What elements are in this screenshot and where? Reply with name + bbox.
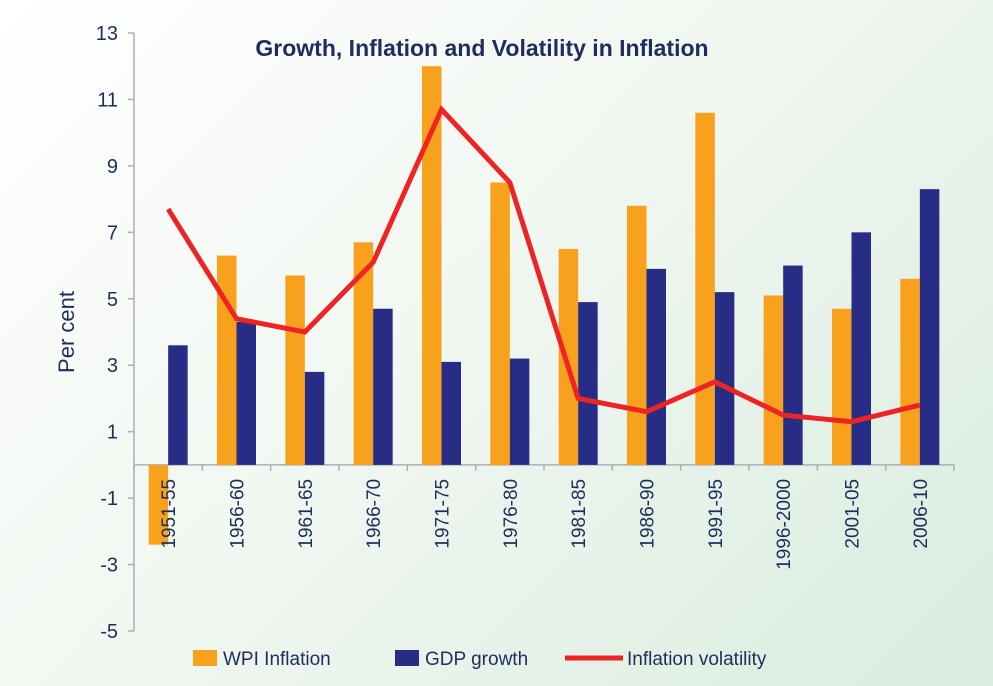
wpi-inflation-bar	[627, 205, 647, 465]
wpi-inflation-bar	[422, 66, 442, 465]
legend-label: GDP growth	[425, 649, 528, 670]
y-tick-label: -5	[100, 621, 118, 643]
y-tick-label: 9	[107, 156, 118, 178]
gdp-growth-bar	[578, 302, 598, 465]
wpi-inflation-bar	[490, 182, 510, 465]
gdp-growth-bar	[646, 268, 666, 465]
y-tick-label: 5	[107, 289, 118, 311]
gdp-growth-bar	[441, 361, 461, 465]
chart-title: Growth, Inflation and Volatility in Infl…	[255, 35, 708, 61]
y-tick-label: 13	[96, 23, 118, 45]
y-tick-label: 3	[107, 355, 118, 377]
gdp-growth-bar	[373, 308, 393, 465]
legend-swatch	[395, 650, 419, 666]
y-tick-label: 11	[97, 89, 118, 111]
x-tick-label: 2001-05	[843, 479, 864, 549]
x-tick-label: 1981-85	[569, 479, 590, 549]
y-tick-label: -1	[100, 488, 118, 510]
x-tick-label: 1986-90	[638, 479, 659, 549]
gdp-growth-bar	[851, 232, 871, 465]
x-tick-label: 1976-80	[501, 479, 522, 549]
y-axis-label: Per cent	[54, 291, 79, 373]
x-tick-label: 1996-2000	[774, 479, 795, 570]
gdp-growth-bar	[783, 265, 803, 465]
inflation-volatility-line	[166, 104, 921, 425]
gdp-growth-bar	[509, 358, 530, 465]
wpi-inflation-bar	[832, 308, 852, 465]
y-tick-label: 7	[107, 222, 118, 244]
x-tick-label: 2006-10	[911, 479, 932, 549]
gdp-growth-bar	[304, 371, 325, 465]
gdp-growth-bar	[919, 189, 940, 465]
wpi-inflation-bar	[763, 295, 784, 465]
wpi-inflation-bar	[217, 255, 237, 465]
wpi-inflation-bar	[353, 242, 374, 465]
wpi-inflation-bar	[695, 112, 715, 465]
gdp-growth-bar	[236, 322, 256, 465]
x-tick-label: 1961-65	[296, 479, 317, 549]
x-tick-label: 1956-60	[228, 479, 249, 549]
x-tick-label: 1991-95	[706, 479, 727, 549]
y-tick-label: -3	[100, 555, 118, 577]
wpi-inflation-bar	[285, 275, 305, 465]
x-tick-label: 1951-55	[159, 479, 180, 549]
gdp-growth-bar	[714, 292, 735, 465]
y-tick-label: 1	[107, 422, 118, 444]
legend-label: WPI Inflation	[223, 649, 331, 670]
x-tick-label: 1966-70	[364, 479, 385, 549]
legend-label: Inflation volatility	[627, 649, 767, 670]
gdp-growth-bar	[168, 345, 188, 465]
legend-swatch	[193, 650, 217, 666]
wpi-inflation-bar	[558, 248, 579, 465]
wpi-inflation-bar	[900, 278, 920, 465]
wpi-inflation-bar	[148, 464, 169, 545]
x-tick-label: 1971-75	[433, 479, 454, 549]
